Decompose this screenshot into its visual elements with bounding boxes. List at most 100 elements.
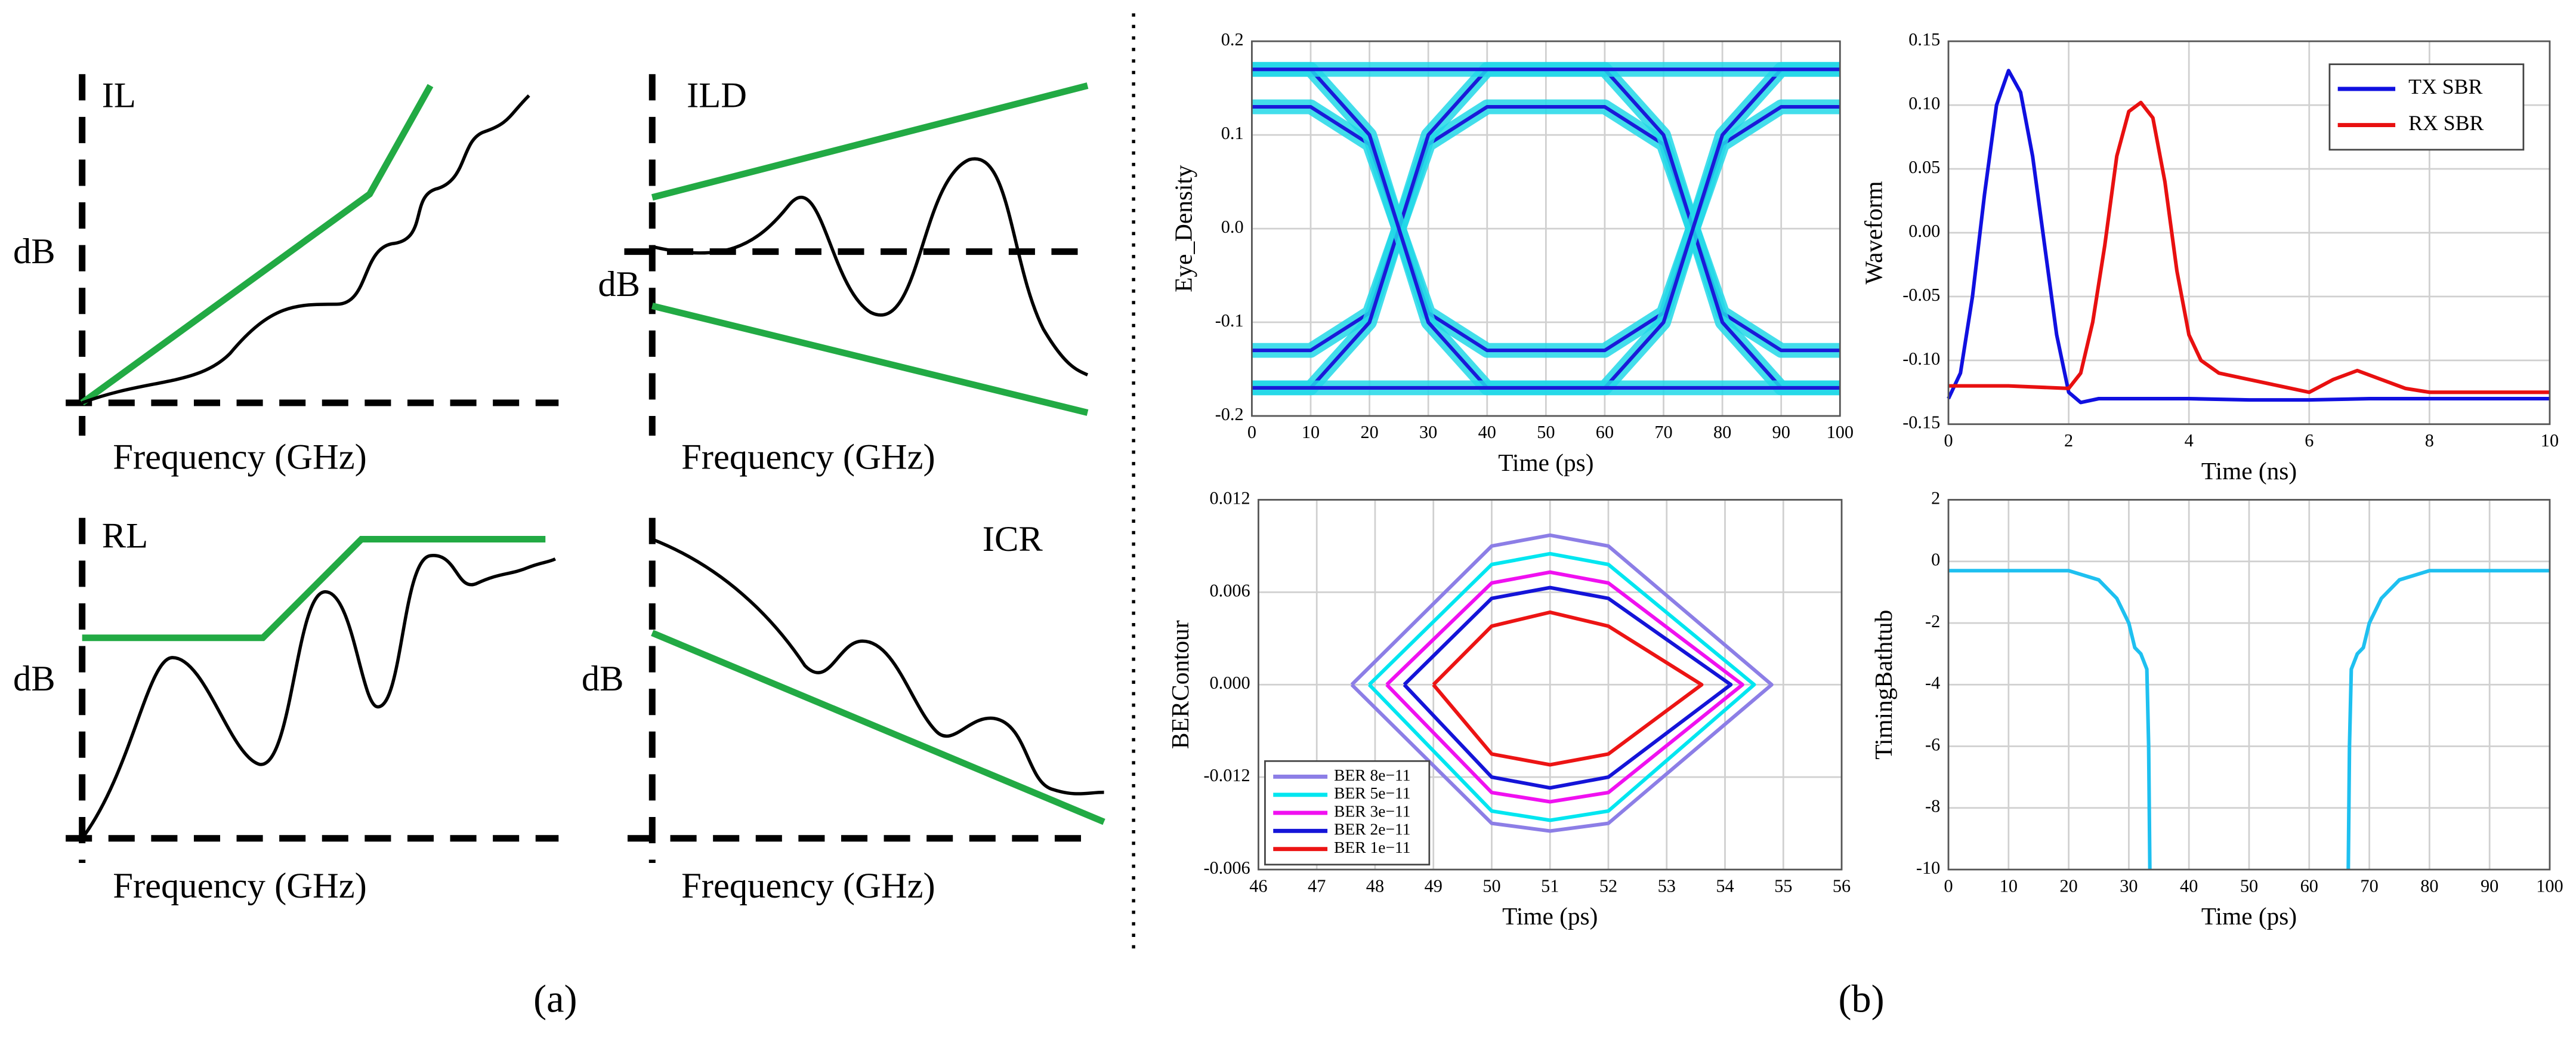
- x-tick-label: 50: [2240, 875, 2258, 896]
- contour: [1432, 610, 1704, 767]
- panel-title: ILD: [687, 75, 747, 115]
- x-tick-label: 20: [2059, 875, 2077, 896]
- curve: [651, 537, 1104, 796]
- y-tick-label: 0.1: [1221, 123, 1244, 143]
- y-tick-label: 0: [1931, 550, 1940, 570]
- x-tick-label: 6: [2305, 430, 2314, 451]
- x-tick-label: 100: [2536, 875, 2563, 896]
- contour: [1368, 551, 1756, 822]
- panel-title: IL: [102, 75, 136, 115]
- y-tick-label: -4: [1925, 673, 1940, 693]
- y-tick-label: -0.2: [1215, 404, 1244, 424]
- schematic-panel: IL dB Frequency (GHz) ILD dB Frequency (…: [13, 74, 1105, 906]
- x-tick-label: 80: [1713, 422, 1731, 442]
- axis-label: dB: [13, 659, 55, 699]
- x-axis-label: Time (ps): [1498, 449, 1593, 477]
- x-tick-label: 100: [1827, 422, 1854, 442]
- x-axis-label: Time (ps): [1502, 902, 1598, 930]
- x-tick-label: 52: [1599, 875, 1617, 896]
- panel-label: (b): [1839, 977, 1885, 1020]
- x-tick-label: 53: [1658, 875, 1676, 896]
- axis-label: dB: [582, 659, 624, 699]
- axis-label: Frequency (GHz): [681, 866, 935, 906]
- legend-label: BER 1e−11: [1334, 838, 1410, 856]
- axes: [66, 517, 559, 864]
- curve: [81, 554, 557, 840]
- x-tick-label: 70: [2360, 875, 2378, 896]
- x-tick-label: 47: [1308, 875, 1326, 896]
- axis-label: dB: [598, 264, 640, 304]
- line: [1948, 569, 2550, 870]
- y-tick-label: 0.2: [1221, 29, 1244, 50]
- curve: [651, 157, 1089, 377]
- plot-frame: [1251, 40, 1841, 417]
- contour: [1350, 533, 1774, 833]
- y-tick-label: 2: [1931, 488, 1940, 508]
- chart: 46 47 48 49 50 51 52 53 54 55 56 0.012 0.006 0.000 -0.…: [1166, 488, 1851, 930]
- legend-label: BER 3e−11: [1334, 801, 1410, 820]
- x-tick-label: 46: [1249, 875, 1267, 896]
- y-tick-label: 0.012: [1210, 488, 1250, 508]
- line: [1948, 100, 2550, 394]
- panel-title: ICR: [983, 519, 1043, 559]
- plot-frame: [1258, 499, 1843, 871]
- y-tick-label: -8: [1925, 796, 1940, 816]
- y-tick-label: 0.10: [1908, 93, 1940, 113]
- x-tick-label: 90: [2481, 875, 2498, 896]
- y-tick-label: -2: [1925, 611, 1940, 631]
- panel-label: (a): [533, 977, 577, 1020]
- plot-frame: [1947, 499, 2551, 871]
- x-tick-label: 40: [1478, 422, 1496, 442]
- y-tick-label: -6: [1925, 734, 1940, 754]
- chart: 0 2 4 6 8 10 0.15 0.10 0.05 0.00 -0.05 -0.10 -0.15 Ti…: [1860, 29, 2559, 485]
- x-tick-label: 51: [1541, 875, 1559, 896]
- x-tick-label: 10: [2000, 875, 2018, 896]
- x-tick-label: 0: [1944, 875, 1953, 896]
- y-tick-label: 0.0: [1221, 217, 1244, 237]
- x-tick-label: 60: [1596, 422, 1614, 442]
- y-axis-label: Eye_Density: [1170, 165, 1197, 292]
- x-tick-label: 8: [2425, 430, 2434, 451]
- axes: [627, 517, 1085, 864]
- y-tick-label: 0.00: [1908, 221, 1940, 241]
- x-tick-label: 70: [1654, 422, 1672, 442]
- contour: [1385, 570, 1744, 804]
- y-tick-label: -0.012: [1203, 765, 1250, 785]
- y-axis-label: Waveform: [1860, 181, 1887, 284]
- x-tick-label: 48: [1366, 875, 1384, 896]
- x-tick-label: 0: [1944, 430, 1953, 451]
- y-tick-label: 0.05: [1908, 157, 1940, 177]
- legend-label: BER 8e−11: [1334, 766, 1410, 784]
- x-tick-label: 60: [2300, 875, 2318, 896]
- limit-line: [651, 82, 1089, 416]
- legend: TX SBR RX SBR: [2328, 63, 2525, 151]
- x-tick-label: 30: [2120, 875, 2138, 896]
- y-tick-label: -0.15: [1902, 412, 1940, 433]
- x-tick-label: 2: [2064, 430, 2073, 451]
- x-tick-label: 49: [1425, 875, 1443, 896]
- axis-label: dB: [13, 232, 55, 272]
- y-tick-label: -10: [1916, 858, 1940, 878]
- x-tick-label: 4: [2185, 430, 2194, 451]
- axis-label: Frequency (GHz): [113, 437, 367, 477]
- x-tick-label: 90: [1772, 422, 1790, 442]
- axis-label: Frequency (GHz): [113, 866, 367, 906]
- y-tick-label: 0.15: [1908, 29, 1940, 50]
- x-tick-label: 10: [1302, 422, 1320, 442]
- x-tick-label: 55: [1774, 875, 1792, 896]
- panel-title: RL: [102, 516, 148, 556]
- y-tick-label: 0.006: [1210, 580, 1250, 600]
- chart: 0 10 20 30 40 50 60 70 80 90 100 0.2 0.1 0.0 -0.1 -0.2 T…: [1170, 29, 1854, 477]
- x-axis-label: Time (ps): [2201, 902, 2297, 930]
- x-tick-label: 0: [1247, 422, 1256, 442]
- x-tick-label: 20: [1360, 422, 1378, 442]
- axis-label: Frequency (GHz): [681, 437, 935, 477]
- y-axis-label: TimingBathtub: [1870, 610, 1897, 760]
- x-tick-label: 80: [2420, 875, 2438, 896]
- y-axis-label: BERContour: [1166, 620, 1194, 749]
- x-tick-label: 50: [1537, 422, 1555, 442]
- x-tick-label: 54: [1716, 875, 1734, 896]
